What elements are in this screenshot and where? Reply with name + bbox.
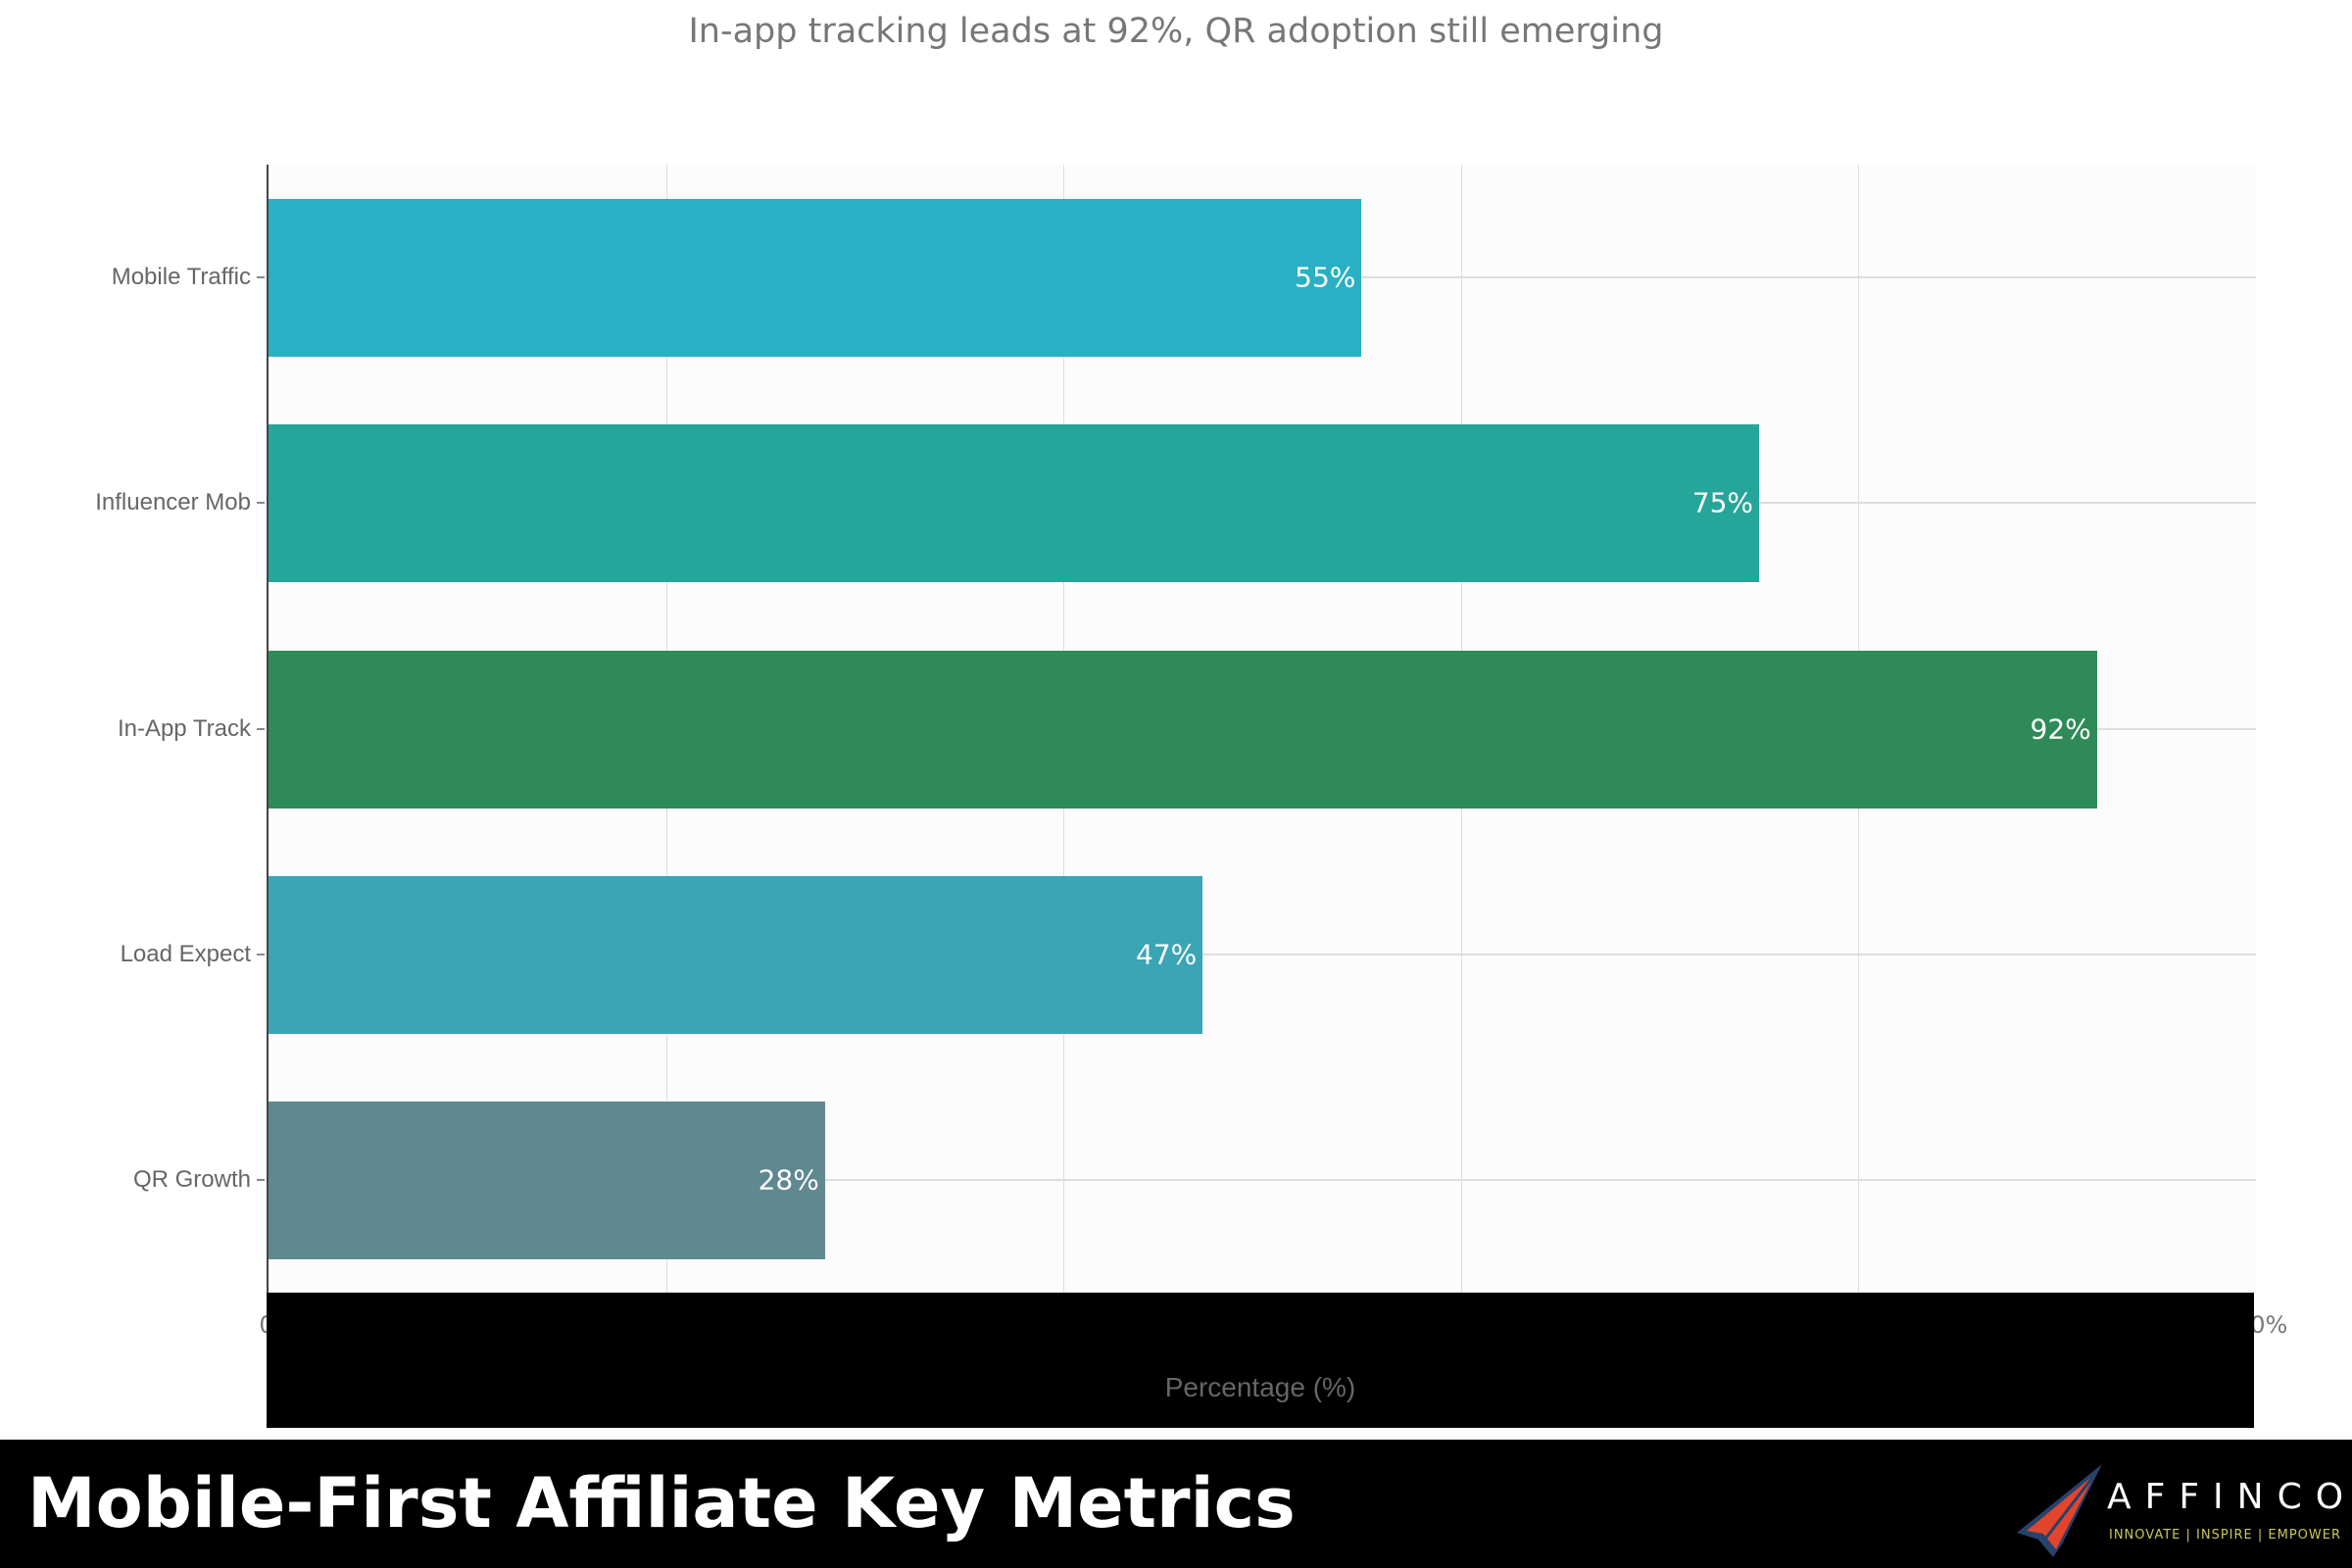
y-tick-mark — [257, 727, 265, 730]
bar-qr-growth — [269, 1101, 825, 1259]
data-label: 55% — [1295, 261, 1356, 294]
category-label: Mobile Traffic — [111, 264, 251, 291]
paper-plane-icon — [2017, 1464, 2102, 1557]
y-tick-mark — [257, 953, 265, 956]
category-label: Load Expect — [120, 940, 251, 967]
data-label: 92% — [2030, 712, 2091, 745]
data-label: 47% — [1135, 938, 1198, 971]
y-tick-mark — [257, 276, 265, 279]
chart-subtitle: In-app tracking leads at 92%, QR adoptio… — [688, 12, 1664, 51]
bar-load-expect — [269, 875, 1203, 1034]
category-label: In-App Track — [117, 714, 251, 742]
bar-influencer-mob — [269, 424, 1759, 583]
gridline-y — [269, 1178, 2256, 1181]
category-label: QR Growth — [132, 1165, 251, 1193]
bar-mobile-traffic — [269, 199, 1362, 358]
y-tick-mark — [257, 502, 265, 505]
footer-banner: Mobile-First Affiliate Key Metrics AFFIN… — [0, 1440, 2352, 1568]
plot-area: 55% 75% 92% 47% 28% — [267, 165, 2256, 1293]
affinco-logo: AFFINCO INNOVATE | INSPIRE | EMPOWER — [2009, 1459, 2343, 1557]
x-axis-label: Percentage (%) — [1164, 1372, 1356, 1402]
axis-overlay-box — [267, 1293, 2254, 1428]
data-label: 75% — [1691, 486, 1753, 519]
data-label: 28% — [758, 1163, 819, 1197]
bar-in-app-track — [269, 650, 2097, 808]
logo-tagline: INNOVATE | INSPIRE | EMPOWER — [2109, 1528, 2342, 1543]
footer-title: Mobile-First Affiliate Key Metrics — [27, 1463, 1296, 1544]
y-tick-mark — [257, 1178, 265, 1181]
logo-name: AFFINCO — [2107, 1477, 2352, 1517]
category-label: Influencer Mob — [95, 489, 251, 516]
gridline-y — [269, 953, 2256, 956]
